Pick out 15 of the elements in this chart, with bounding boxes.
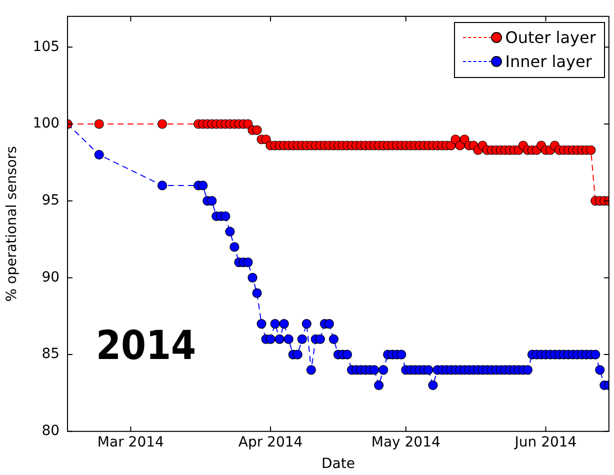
y-tick-label: 90: [42, 269, 60, 286]
legend-label: Outer layer: [505, 27, 596, 50]
y-tick-label: 95: [42, 192, 60, 208]
x-tick-label: Apr 2014: [238, 434, 303, 450]
y-tick-label: 85: [42, 346, 60, 362]
x-tick-label: Jun 2014: [514, 434, 577, 450]
y-axis-title: % operational sensors: [4, 146, 20, 302]
y-tick-label: 100: [32, 116, 60, 132]
x-tick-label: Mar 2014: [97, 434, 164, 450]
annotation: 2014: [96, 322, 196, 369]
legend-label: Inner layer: [505, 51, 592, 74]
y-tick-label: 80: [42, 423, 60, 440]
y-tick-label: 105: [32, 38, 60, 55]
x-axis-title: Date: [321, 456, 355, 472]
x-tick-label: May 2014: [371, 434, 440, 450]
